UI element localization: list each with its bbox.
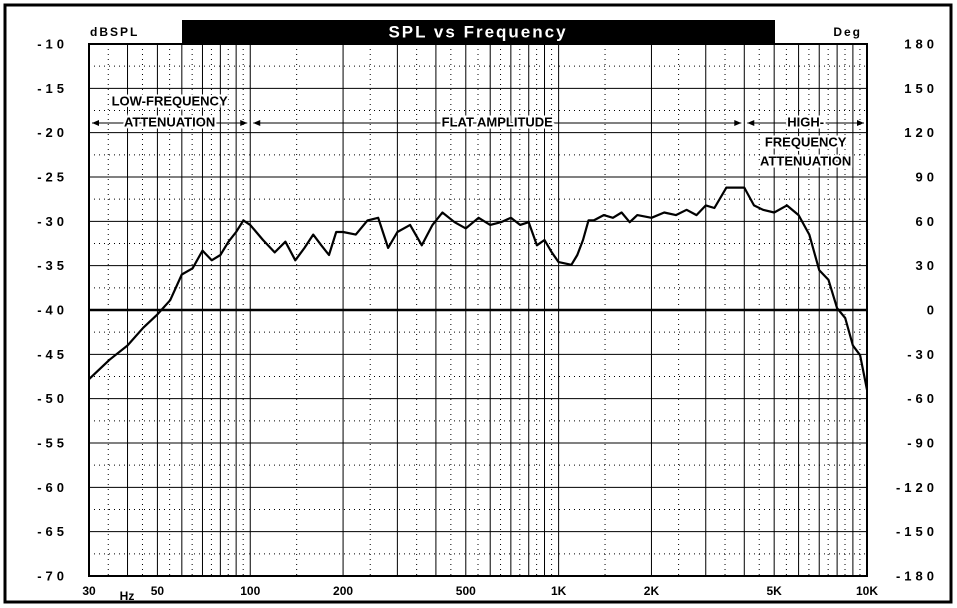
annotation: HIGH- (787, 114, 824, 129)
x-tick-label: 10K (856, 584, 878, 598)
y-tick-label: -50 (37, 391, 68, 406)
y-tick-label: -30 (37, 214, 68, 229)
y-tick-label: -65 (37, 524, 68, 539)
y2-tick-label: -150 (896, 524, 938, 539)
y2-tick-label: 150 (904, 81, 938, 96)
x-tick-label: 100 (240, 584, 260, 598)
x-tick-label: 1K (551, 584, 567, 598)
annotation: ATTENUATION (760, 153, 851, 168)
y-axis-title: dBSPL (90, 25, 139, 39)
y-tick-label: -40 (37, 302, 68, 317)
title-bar (182, 20, 775, 44)
annotation-arrow (747, 120, 864, 126)
annotation: FREQUENCY (765, 134, 847, 149)
annotation: FLAT AMPLITUDE (442, 114, 554, 129)
x-tick-label: 500 (456, 584, 476, 598)
annotation-arrow (253, 120, 742, 126)
x-tick-label: 200 (333, 584, 353, 598)
y2-tick-label: -60 (907, 391, 938, 406)
x-axis-title: Hz (120, 589, 135, 603)
y-tick-label: -35 (37, 258, 68, 273)
y2-tick-label: 120 (904, 125, 938, 140)
annotation-arrow (92, 120, 248, 126)
spl-line (88, 186, 869, 391)
y2-tick-label: 0 (927, 302, 938, 317)
y2-tick-label: 30 (916, 258, 938, 273)
y-tick-label: -25 (37, 169, 68, 184)
outer-frame (3, 3, 953, 604)
y-tick-label: -10 (37, 36, 68, 51)
y-tick-label: -15 (37, 81, 68, 96)
y2-tick-label: -90 (907, 435, 938, 450)
plot-frame (88, 43, 868, 577)
x-tick-label: 50 (151, 584, 165, 598)
y2-tick-label: -30 (907, 347, 938, 362)
y2-tick-label: 180 (904, 36, 938, 51)
x-tick-label: 5K (766, 584, 782, 598)
annotation: ATTENUATION (124, 114, 215, 129)
y-tick-label: -20 (37, 125, 68, 140)
y-tick-label: -45 (37, 347, 68, 362)
chart-title: SPL vs Frequency (388, 22, 567, 41)
y2-axis-title: Deg (833, 25, 862, 39)
y2-tick-label: -180 (896, 568, 938, 583)
y-tick-label: -55 (37, 435, 68, 450)
y2-tick-label: 90 (916, 169, 938, 184)
x-tick-label: 30 (82, 584, 96, 598)
annotation: LOW-FREQUENCY (112, 93, 228, 108)
y2-tick-label: -120 (896, 480, 938, 495)
x-tick-label: 2K (644, 584, 660, 598)
y-tick-label: -70 (37, 568, 68, 583)
y2-tick-label: 60 (916, 214, 938, 229)
y-tick-label: -60 (37, 480, 68, 495)
